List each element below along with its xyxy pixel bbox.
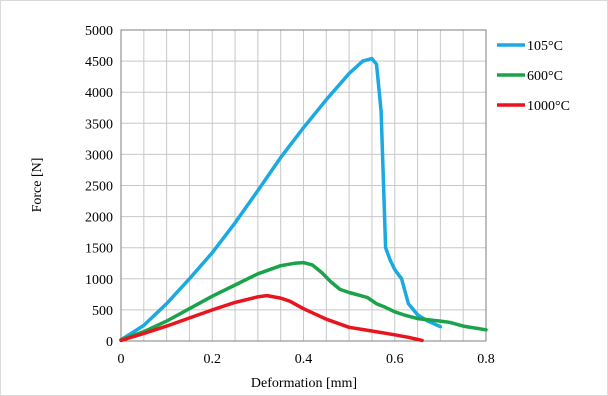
x-tick-label: 0.6: [386, 352, 404, 367]
grid-lines: [121, 30, 486, 341]
y-axis-label: Force [N]: [30, 158, 45, 213]
series-layer: [119, 56, 488, 343]
legend-label: 105°C: [527, 39, 563, 54]
x-tick-label: 0.8: [477, 352, 495, 367]
x-tick-label: 0: [118, 352, 125, 367]
x-tick-label: 0.4: [295, 352, 313, 367]
legend-label: 600°C: [527, 69, 563, 84]
y-tick-label: 2500: [85, 180, 113, 195]
y-tick-label: 3500: [85, 117, 113, 132]
series-line-1: [119, 260, 488, 342]
y-tick-label: 0: [106, 335, 113, 350]
y-tick-label: 3000: [85, 148, 113, 163]
series-line-0: [119, 56, 443, 342]
y-tick-label: 1500: [85, 242, 113, 257]
y-tick-label: 5000: [85, 24, 113, 39]
legend-label: 1000°C: [527, 99, 570, 114]
y-tick-label: 1000: [85, 273, 113, 288]
x-tick-label: 0.2: [204, 352, 222, 367]
x-axis-label: Deformation [mm]: [251, 376, 357, 391]
y-tick-label: 500: [92, 304, 113, 319]
series-line-2: [119, 293, 424, 343]
y-tick-label: 4500: [85, 55, 113, 70]
y-tick-label: 2000: [85, 211, 113, 226]
legend: 105°C 600°C 1000°C: [497, 39, 570, 114]
y-axis-ticks: 0 500 1000 1500 2000 2500 3000 3500 4000 4500 5000: [85, 24, 113, 350]
x-axis-ticks: 0 0.2 0.4 0.6 0.8: [118, 352, 495, 367]
y-tick-label: 4000: [85, 86, 113, 101]
plot-area-frame: [120, 29, 487, 342]
